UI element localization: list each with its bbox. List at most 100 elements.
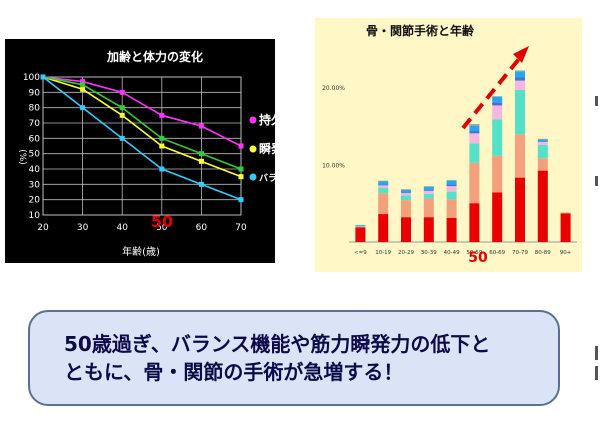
bar-segment	[423, 186, 434, 191]
bar-segment	[355, 224, 366, 226]
bar-chart-ytick-label: 10.00%	[322, 162, 345, 169]
line-legend-marker	[249, 145, 257, 153]
line-series-2-point	[238, 174, 244, 180]
bar-chart-xtick-label: <=9	[354, 250, 367, 256]
line-chart-xtick-label: 20	[37, 223, 49, 233]
bar-segment	[560, 213, 571, 242]
bar-chart-xtick-label: 70-79	[512, 250, 528, 256]
bar-segment	[469, 131, 480, 134]
bar-segment	[469, 162, 480, 204]
line-series-4-point	[80, 105, 86, 111]
bar-segment	[423, 193, 434, 199]
line-series-3-point	[198, 151, 204, 157]
line-series-4	[42, 76, 242, 201]
bar-segment	[378, 185, 389, 188]
bar-segment	[401, 192, 411, 194]
line-chart-ytick-label: 90	[29, 88, 41, 98]
bar-segment	[446, 179, 457, 181]
line-chart-plot-frame	[42, 76, 242, 216]
bar-segment	[423, 190, 434, 191]
line-series-2-point	[119, 112, 125, 118]
bar-segment	[378, 187, 389, 194]
bar-segment	[446, 184, 457, 187]
line-chart-ytick-label: 20	[29, 196, 41, 206]
bar-segment	[560, 212, 571, 214]
bar-chart-highlight-50: 50	[468, 250, 488, 266]
bar-segment	[378, 214, 389, 242]
bar-segment	[401, 193, 411, 196]
bar-chart-xtick-label: 90+	[560, 250, 572, 256]
line-series-2-point	[198, 158, 204, 164]
line-chart-ytick-label: 70	[29, 119, 41, 129]
line-series-3-point	[119, 105, 125, 111]
upward-trend-arrow	[461, 46, 529, 130]
line-series-2	[42, 76, 242, 178]
line-series-4-point	[238, 197, 244, 203]
message-callout: 50歳過ぎ、バランス機能や筋力瞬発力の低下と ともに、骨・関節の手術が急増する！	[28, 310, 560, 406]
bar-segment	[537, 139, 548, 142]
bar-segment	[446, 191, 457, 200]
bar-segment	[515, 177, 525, 242]
line-series-3-point	[80, 82, 86, 88]
bar-segment	[492, 105, 503, 120]
bar-segment	[537, 145, 548, 159]
bar-segment	[355, 226, 366, 228]
line-chart-xtick-label: 70	[235, 223, 247, 233]
bar-chart-xtick-label: 40-49	[444, 250, 460, 256]
line-legend-marker	[249, 116, 257, 124]
line-chart-xtick-label: 60	[196, 223, 208, 233]
line-chart-xtick-label: 50	[156, 223, 168, 233]
bar-segment	[423, 186, 434, 187]
bar-segment	[378, 180, 389, 182]
bar-segment	[537, 158, 548, 171]
message-line-1: 50歳過ぎ、バランス機能や筋力瞬発力の低下と	[64, 332, 491, 356]
bar-segment	[537, 170, 548, 242]
bar-segment	[446, 186, 457, 192]
line-chart-title: 加齢と体力の変化	[106, 49, 203, 64]
bar-segment	[423, 217, 434, 242]
line-chart-ytick-label: 10	[29, 211, 41, 221]
bar-segment	[515, 70, 525, 72]
bar-chart-xtick-label: 60-69	[489, 250, 505, 256]
bar-segment	[469, 143, 480, 163]
line-legend-label: 持久力	[259, 112, 275, 127]
message-line-2: ともに、骨・関節の手術が急増する！	[64, 360, 404, 384]
bar-segment	[515, 134, 525, 178]
bar-chart-xtick-label: 80-89	[535, 250, 551, 256]
line-series-1-point	[159, 112, 165, 118]
bar-segment	[446, 199, 457, 218]
line-series-4-point	[198, 181, 204, 187]
bar-segment	[537, 141, 548, 145]
line-chart-ytick-label: 40	[29, 165, 41, 175]
bar-segment	[355, 227, 366, 242]
bar-segment	[401, 200, 411, 218]
line-legend-marker	[249, 173, 257, 181]
bar-segment	[401, 195, 411, 201]
bar-segment	[446, 217, 457, 242]
line-chart-ytick-label: 60	[29, 134, 41, 144]
line-series-1-point	[238, 143, 244, 149]
bar-segment	[469, 133, 480, 144]
line-series-3	[42, 76, 242, 170]
line-chart-ytick-label: 80	[29, 104, 41, 114]
bar-segment	[378, 184, 389, 186]
bar-segment	[515, 89, 525, 135]
line-series-1	[42, 76, 242, 147]
line-chart-ytick-label: 100	[23, 73, 40, 83]
line-chart-ytick-label: 30	[29, 180, 41, 190]
bar-segment	[423, 198, 434, 218]
bar-segment	[401, 189, 411, 191]
bar-segment	[446, 180, 457, 185]
bar-segment	[401, 217, 411, 242]
line-series-4-point	[159, 166, 165, 172]
line-chart-ylabel: (%)	[17, 149, 27, 165]
line-chart-ytick-label: 50	[29, 150, 41, 160]
line-chart-xlabel: 年齢(歳)	[122, 245, 160, 258]
line-series-1-point	[80, 79, 86, 85]
bar-chart-xtick-label: 50-59	[466, 250, 482, 256]
bar-chart-title: 骨・関節手術と年齢	[366, 23, 475, 38]
line-series-1-point	[198, 123, 204, 129]
bar-segment	[537, 138, 548, 140]
bar-segment	[469, 125, 480, 132]
bar-chart-xtick-label: 10-19	[375, 250, 391, 256]
